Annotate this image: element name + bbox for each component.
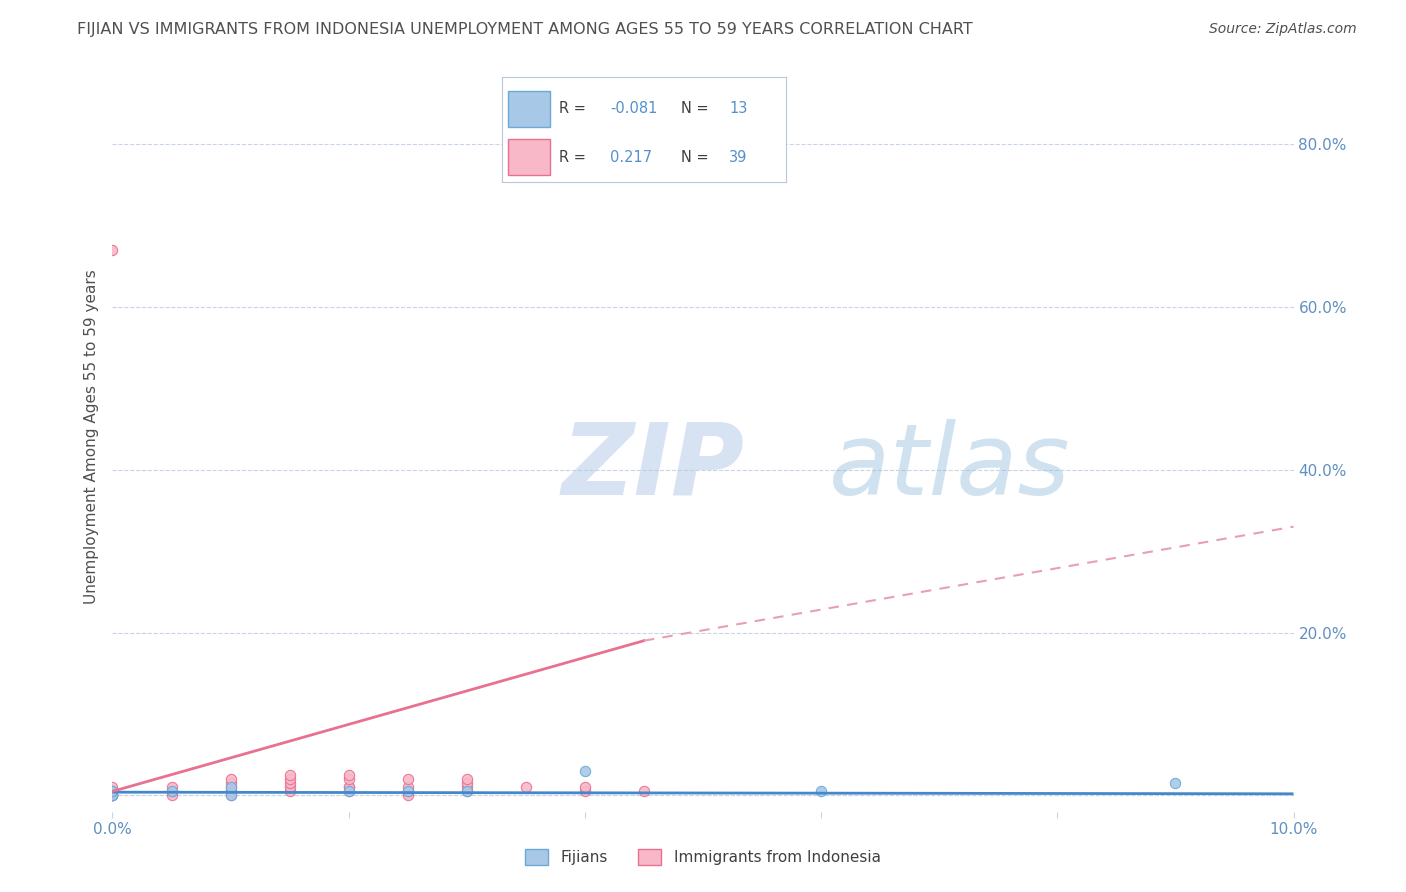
Point: [337, 784, 360, 798]
Point: [456, 776, 478, 790]
Point: [456, 784, 478, 798]
Point: [101, 789, 124, 803]
Point: [101, 789, 124, 803]
Point: [219, 784, 242, 798]
Point: [810, 784, 832, 798]
Point: [219, 789, 242, 803]
Point: [101, 784, 124, 798]
Point: [337, 772, 360, 786]
Point: [278, 772, 301, 786]
Text: atlas: atlas: [830, 418, 1071, 516]
Point: [160, 784, 183, 798]
Point: [278, 776, 301, 790]
Legend: Fijians, Immigrants from Indonesia: Fijians, Immigrants from Indonesia: [519, 843, 887, 871]
Point: [337, 768, 360, 782]
Point: [574, 764, 596, 778]
Point: [101, 784, 124, 798]
Point: [160, 789, 183, 803]
Point: [219, 784, 242, 798]
Point: [1164, 776, 1187, 790]
Point: [101, 789, 124, 803]
Point: [337, 784, 360, 798]
Point: [456, 772, 478, 786]
Point: [456, 784, 478, 798]
Point: [515, 780, 537, 795]
Point: [574, 780, 596, 795]
Y-axis label: Unemployment Among Ages 55 to 59 years: Unemployment Among Ages 55 to 59 years: [83, 269, 98, 605]
Point: [396, 789, 419, 803]
Point: [574, 784, 596, 798]
Point: [160, 784, 183, 798]
Point: [337, 780, 360, 795]
Text: FIJIAN VS IMMIGRANTS FROM INDONESIA UNEMPLOYMENT AMONG AGES 55 TO 59 YEARS CORRE: FIJIAN VS IMMIGRANTS FROM INDONESIA UNEM…: [77, 22, 973, 37]
Point: [396, 784, 419, 798]
Point: [101, 780, 124, 795]
Point: [101, 789, 124, 803]
Point: [278, 784, 301, 798]
Point: [101, 789, 124, 803]
Point: [219, 789, 242, 803]
Point: [101, 789, 124, 803]
Point: [219, 780, 242, 795]
Point: [396, 772, 419, 786]
Point: [396, 780, 419, 795]
Point: [101, 243, 124, 257]
Point: [101, 789, 124, 803]
Point: [101, 784, 124, 798]
Text: Source: ZipAtlas.com: Source: ZipAtlas.com: [1209, 22, 1357, 37]
Point: [219, 772, 242, 786]
Point: [396, 784, 419, 798]
Point: [160, 780, 183, 795]
Point: [101, 784, 124, 798]
Point: [278, 768, 301, 782]
Point: [633, 784, 655, 798]
Point: [337, 780, 360, 795]
Point: [456, 780, 478, 795]
Text: ZIP: ZIP: [561, 418, 744, 516]
Point: [219, 780, 242, 795]
Point: [219, 776, 242, 790]
Point: [278, 780, 301, 795]
